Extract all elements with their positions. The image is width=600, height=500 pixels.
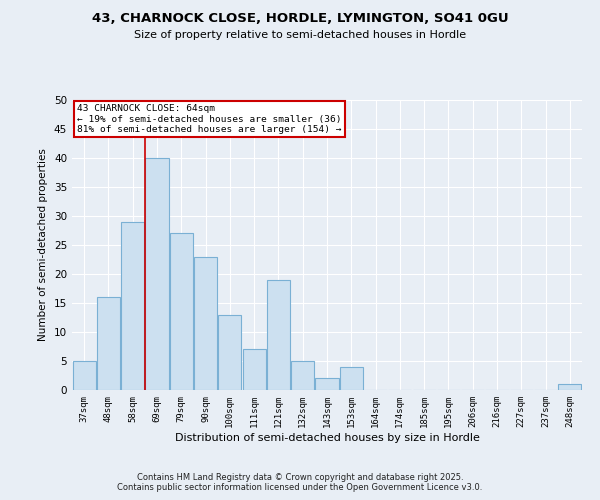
Text: Size of property relative to semi-detached houses in Hordle: Size of property relative to semi-detach… [134,30,466,40]
Text: 43 CHARNOCK CLOSE: 64sqm
← 19% of semi-detached houses are smaller (36)
81% of s: 43 CHARNOCK CLOSE: 64sqm ← 19% of semi-d… [77,104,341,134]
Bar [97,297,120,390]
Bar [267,280,290,390]
Text: Contains HM Land Registry data © Crown copyright and database right 2025.: Contains HM Land Registry data © Crown c… [137,474,463,482]
Text: 43, CHARNOCK CLOSE, HORDLE, LYMINGTON, SO41 0GU: 43, CHARNOCK CLOSE, HORDLE, LYMINGTON, S… [92,12,508,26]
Bar [316,378,338,390]
Y-axis label: Number of semi-detached properties: Number of semi-detached properties [38,148,49,342]
Bar [559,384,581,390]
Bar [73,361,95,390]
Bar [145,158,169,390]
Bar [340,367,363,390]
Bar [242,350,266,390]
Bar [194,256,217,390]
X-axis label: Distribution of semi-detached houses by size in Hordle: Distribution of semi-detached houses by … [175,432,479,442]
Bar [121,222,144,390]
Text: Contains public sector information licensed under the Open Government Licence v3: Contains public sector information licen… [118,484,482,492]
Bar [291,361,314,390]
Bar [170,234,193,390]
Bar [218,314,241,390]
